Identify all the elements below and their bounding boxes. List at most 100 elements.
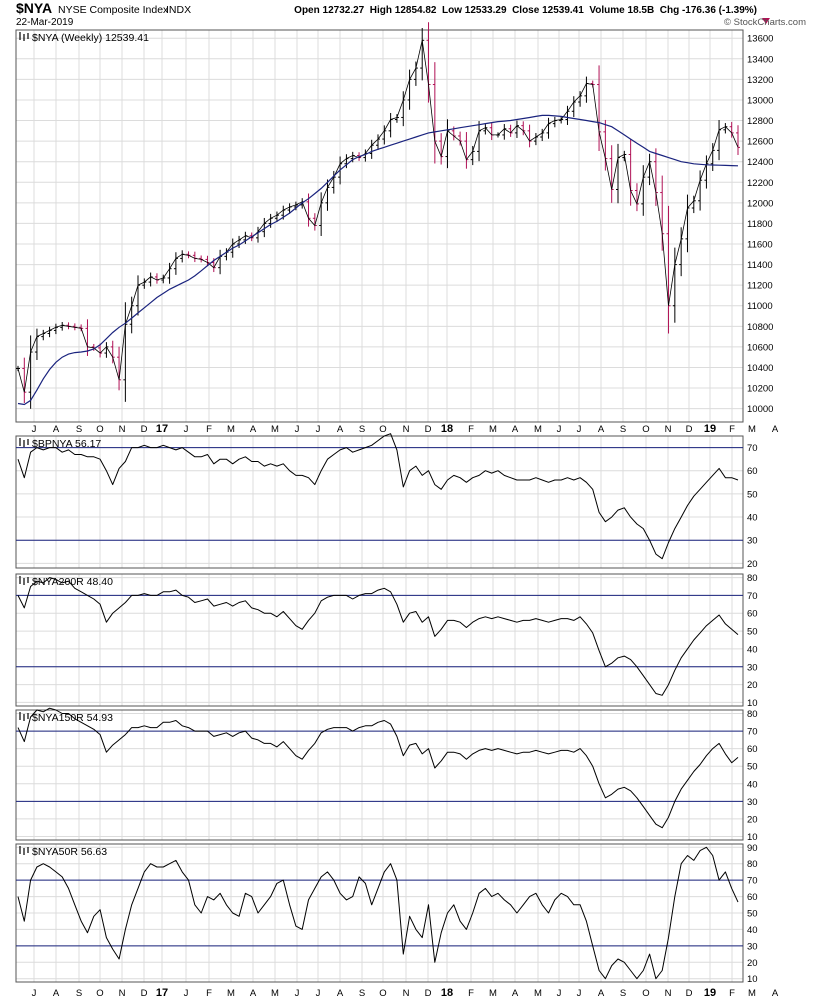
x-tick-label-top: M xyxy=(534,424,542,435)
x-tick-label-bottom: O xyxy=(642,988,649,999)
x-tick-label-bottom: O xyxy=(96,988,103,999)
y-tick-label: 70 xyxy=(747,443,758,454)
y-tick-label: 20 xyxy=(747,680,758,691)
y-tick-label: 40 xyxy=(747,779,758,790)
down-arrow-icon xyxy=(762,18,770,24)
x-tick-label-top: F xyxy=(729,424,735,435)
price-bar xyxy=(445,119,450,169)
price-bar xyxy=(394,114,399,123)
grid-layer xyxy=(16,30,743,982)
price-bar xyxy=(53,323,58,335)
y-tick-label: 20 xyxy=(747,958,758,969)
x-tick-label-top: M xyxy=(227,424,235,435)
price-bar xyxy=(609,145,614,203)
panel-label: $NYA50R 56.63 xyxy=(32,846,107,858)
x-tick-label-top: O xyxy=(379,424,386,435)
price-bar xyxy=(502,124,507,140)
x-tick-label-top: 19 xyxy=(704,423,716,435)
x-tick-label-top: S xyxy=(359,424,365,435)
y-tick-label: 60 xyxy=(747,609,758,620)
price-bar xyxy=(136,275,140,316)
x-tick-label-bottom: A xyxy=(772,988,779,999)
y-tick-label: 10800 xyxy=(747,322,773,333)
y-tick-label: 60 xyxy=(747,744,758,755)
exchange-label: INDX xyxy=(166,4,191,16)
price-bar xyxy=(16,365,20,372)
y-tick-label: 80 xyxy=(747,573,758,584)
y-tick-label: 60 xyxy=(747,466,758,477)
x-tick-label-bottom: A xyxy=(598,988,605,999)
y-tick-label: 10 xyxy=(747,974,758,985)
price-bar xyxy=(691,195,696,214)
y-tick-label: 40 xyxy=(747,925,758,936)
x-tick-label-top: S xyxy=(76,424,82,435)
y-tick-label: 30 xyxy=(747,536,758,547)
price-bar xyxy=(148,272,153,287)
y-tick-label: 50 xyxy=(747,489,758,500)
panel-frame xyxy=(15,435,744,569)
y-tick-label: 11200 xyxy=(747,281,773,292)
y-tick-label: 10 xyxy=(747,698,758,709)
y-tick-label: 30 xyxy=(747,797,758,808)
price-bar xyxy=(660,175,665,251)
price-bar xyxy=(22,357,27,404)
panel-label: $NYA (Weekly) 12539.41 xyxy=(32,32,149,44)
y-tick-label: 90 xyxy=(747,843,758,854)
x-tick-label-bottom: J xyxy=(577,988,582,999)
price-bar xyxy=(603,119,608,171)
x-tick-label-bottom: 17 xyxy=(156,987,168,999)
mini-bars-icon xyxy=(19,712,29,721)
x-tick-label-top: A xyxy=(250,424,257,435)
x-tick-label-top: A xyxy=(53,424,60,435)
x-tick-label-bottom: D xyxy=(425,988,432,999)
x-tick-label-top: M xyxy=(748,424,756,435)
x-tick-label-top: J xyxy=(557,424,562,435)
x-tick-label-top: S xyxy=(620,424,626,435)
x-tick-label-top: M xyxy=(271,424,279,435)
price-bar xyxy=(710,143,715,172)
price-bar xyxy=(312,213,317,231)
price-bar xyxy=(34,328,39,361)
x-tick-label-top: J xyxy=(184,424,189,435)
y-tick-label: 50 xyxy=(747,762,758,773)
y-tick-label: 12400 xyxy=(747,157,773,168)
y-tick-label: 30 xyxy=(747,662,758,673)
y-tick-label: 20 xyxy=(747,559,758,570)
y-tick-label: 40 xyxy=(747,644,758,655)
x-tick-label-bottom: N xyxy=(403,988,410,999)
y-tick-label: 10 xyxy=(747,832,758,843)
x-tick-label-top: M xyxy=(489,424,497,435)
price-bar xyxy=(142,278,147,289)
x-tick-label-top: N xyxy=(403,424,410,435)
x-tick-label-bottom: 19 xyxy=(704,987,716,999)
x-tick-label-top: D xyxy=(425,424,432,435)
x-tick-label-top: F xyxy=(468,424,474,435)
x-tick-label-top: O xyxy=(642,424,649,435)
x-tick-label-top: J xyxy=(577,424,582,435)
y-tick-label: 80 xyxy=(747,709,758,720)
x-tick-label-top: A xyxy=(772,424,779,435)
price-bar xyxy=(180,250,185,263)
x-tick-label-bottom: A xyxy=(512,988,519,999)
symbol-label: $NYA xyxy=(16,0,52,16)
y-tick-label: 13200 xyxy=(747,75,773,86)
price-bar xyxy=(571,96,576,118)
x-tick-label-bottom: D xyxy=(686,988,693,999)
x-tick-label-bottom: S xyxy=(76,988,82,999)
y-tick-label: 30 xyxy=(747,941,758,952)
quote-summary: Open 12732.27 High 12854.82 Low 12533.29… xyxy=(294,5,757,16)
y-tick-label: 70 xyxy=(747,727,758,738)
price-bar xyxy=(458,131,463,146)
price-bar xyxy=(552,116,557,128)
price-bar xyxy=(420,27,425,81)
x-tick-label-bottom: O xyxy=(379,988,386,999)
x-tick-label-top: O xyxy=(96,424,103,435)
text-layer: $NYA NYSE Composite Index INDX 22-Mar-20… xyxy=(16,0,806,999)
y-tick-label: 80 xyxy=(747,859,758,870)
y-tick-label: 10200 xyxy=(747,384,773,395)
panel-frame xyxy=(15,843,744,983)
x-tick-label-bottom: M xyxy=(271,988,279,999)
price-bar xyxy=(432,62,437,164)
x-tick-label-top: A xyxy=(512,424,519,435)
x-tick-label-bottom: N xyxy=(119,988,126,999)
